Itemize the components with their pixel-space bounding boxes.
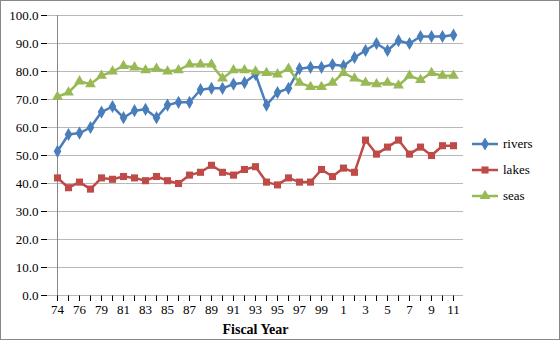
svg-text:91: 91	[227, 302, 240, 317]
svg-text:70.0: 70.0	[16, 92, 39, 107]
svg-text:81: 81	[117, 302, 130, 317]
svg-text:11: 11	[447, 302, 460, 317]
html-text:lakes: lakes	[503, 162, 530, 177]
html-text:rivers: rivers	[503, 136, 533, 151]
svg-text:79: 79	[95, 302, 108, 317]
svg-text:97: 97	[293, 302, 307, 317]
svg-text:7: 7	[406, 302, 413, 317]
svg-text:1: 1	[340, 302, 347, 317]
svg-text:80.0: 80.0	[16, 64, 39, 79]
svg-text:74: 74	[51, 302, 65, 317]
svg-text:87: 87	[183, 302, 197, 317]
svg-text:93: 93	[249, 302, 262, 317]
svg-text:83: 83	[139, 302, 152, 317]
html-text:seas: seas	[503, 188, 525, 203]
svg-text:50.0: 50.0	[16, 148, 39, 163]
svg-text:9: 9	[428, 302, 435, 317]
svg-text:76: 76	[73, 302, 87, 317]
svg-text:85: 85	[161, 302, 174, 317]
svg-text:0.0: 0.0	[22, 288, 38, 303]
svg-text:20.0: 20.0	[16, 232, 39, 247]
svg-text:30.0: 30.0	[16, 204, 39, 219]
svg-text:95: 95	[271, 302, 284, 317]
svg-text:5: 5	[384, 302, 391, 317]
svg-text:Fiscal Year: Fiscal Year	[223, 322, 289, 337]
svg-text:60.0: 60.0	[16, 120, 39, 135]
svg-text:90.0: 90.0	[16, 36, 39, 51]
svg-text:3: 3	[362, 302, 369, 317]
svg-text:10.0: 10.0	[16, 260, 39, 275]
svg-text:100.0: 100.0	[9, 8, 38, 23]
svg-text:40.0: 40.0	[16, 176, 39, 191]
svg-text:89: 89	[205, 302, 218, 317]
svg-text:99: 99	[315, 302, 328, 317]
